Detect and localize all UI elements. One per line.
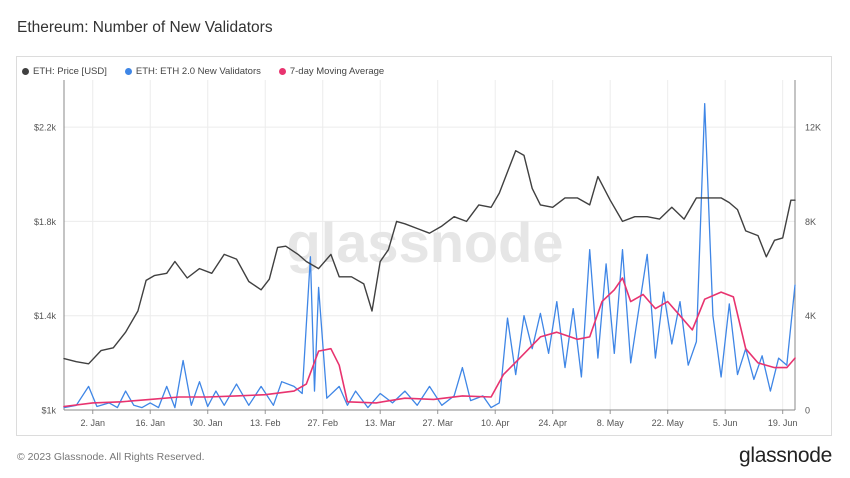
y-right-tick-label: 4K bbox=[805, 311, 816, 321]
x-tick-label: 8. May bbox=[597, 418, 625, 428]
legend-dot-validators bbox=[124, 68, 132, 75]
copyright: © 2023 Glassnode. All Rights Reserved. bbox=[17, 451, 205, 463]
y-left-tick-label: $2.2k bbox=[34, 123, 57, 133]
legend-item-moving-average[interactable]: 7-day Moving Average bbox=[278, 66, 385, 77]
legend-label-moving-average: 7-day Moving Average bbox=[289, 66, 385, 77]
legend-label-price: ETH: Price [USD] bbox=[33, 66, 107, 77]
x-tick-label: 27. Mar bbox=[422, 418, 453, 428]
x-tick-label: 10. Apr bbox=[481, 418, 510, 428]
legend: ETH: Price [USD] ETH: ETH 2.0 New Valida… bbox=[22, 66, 384, 77]
legend-label-validators: ETH: ETH 2.0 New Validators bbox=[135, 66, 261, 77]
brand-logo: glassnode bbox=[738, 444, 832, 467]
x-tick-label: 5. Jun bbox=[713, 418, 738, 428]
series-line-validators bbox=[63, 102, 796, 409]
chart-card bbox=[16, 56, 832, 436]
series-layer bbox=[63, 102, 796, 409]
y-left-tick-label: $1k bbox=[41, 406, 56, 416]
legend-item-price[interactable]: ETH: Price [USD] bbox=[22, 66, 107, 77]
y-right-tick-label: 8K bbox=[805, 217, 816, 227]
chart-title: Ethereum: Number of New Validators bbox=[17, 19, 273, 36]
legend-item-validators[interactable]: ETH: ETH 2.0 New Validators bbox=[124, 66, 261, 77]
series-line-moving-average bbox=[63, 277, 796, 408]
x-tick-label: 19. Jun bbox=[768, 418, 798, 428]
grid-layer bbox=[64, 80, 795, 411]
x-tick-label: 16. Jan bbox=[135, 418, 165, 428]
x-tick-label: 13. Feb bbox=[250, 418, 281, 428]
y-right-tick-label: 0 bbox=[805, 406, 810, 416]
x-tick-label: 30. Jan bbox=[193, 418, 223, 428]
legend-dot-price bbox=[22, 68, 29, 75]
legend-dot-moving-average bbox=[278, 68, 286, 75]
watermark: glassnode bbox=[287, 211, 564, 274]
y-right-tick-label: 12K bbox=[805, 123, 821, 133]
x-tick-label: 22. May bbox=[652, 418, 685, 428]
x-tick-label: 27. Feb bbox=[307, 418, 338, 428]
y-left-tick-label: $1.8k bbox=[34, 217, 57, 227]
axis-layer: $1k $1.4k $1.8k $2.2k 0 4K 8K 12K 2. Jan 16. Jan 3… bbox=[34, 80, 821, 428]
series-line-price bbox=[63, 149, 796, 365]
x-tick-label: 13. Mar bbox=[365, 418, 396, 428]
x-tick-label: 24. Apr bbox=[538, 418, 567, 428]
x-tick-label: 2. Jan bbox=[80, 418, 105, 428]
y-left-tick-label: $1.4k bbox=[34, 311, 57, 321]
